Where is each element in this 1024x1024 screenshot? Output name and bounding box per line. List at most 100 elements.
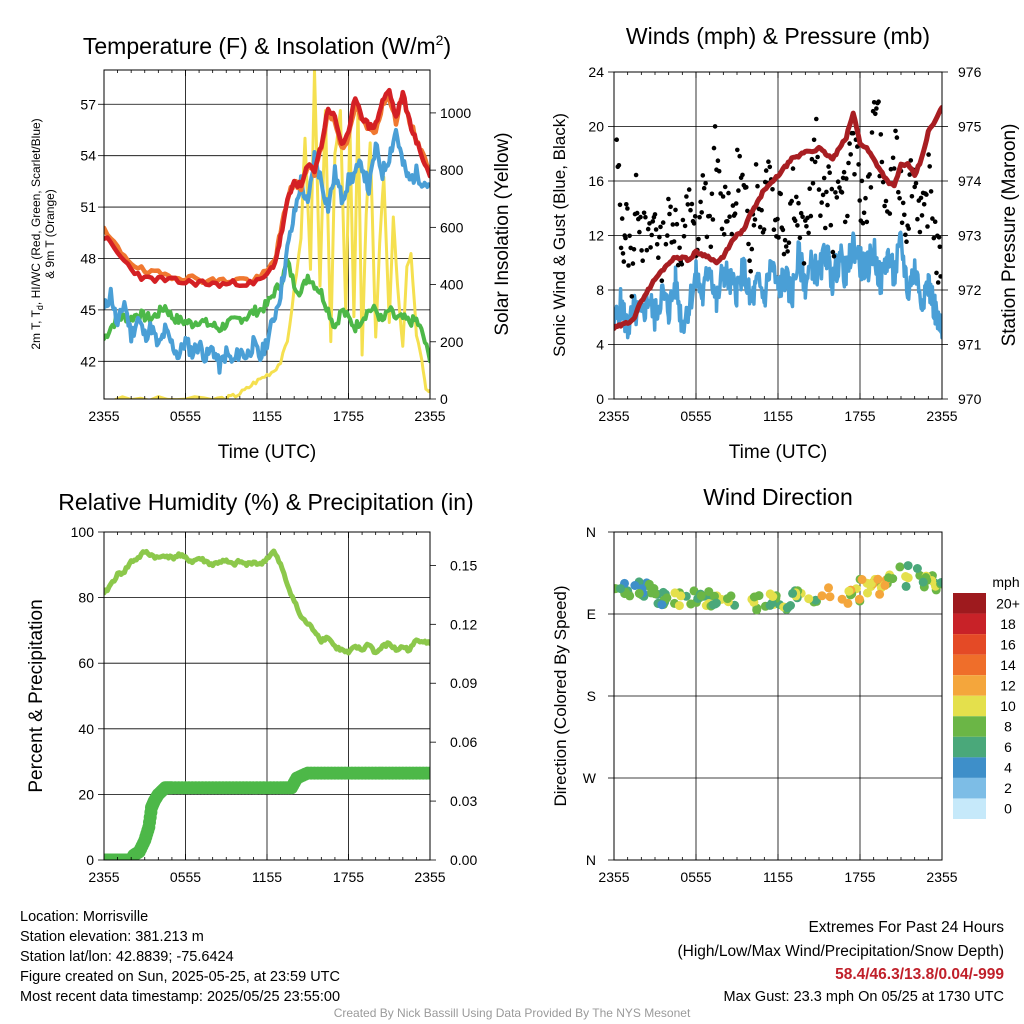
gust-point [778,191,783,197]
gust-point [783,244,789,249]
gust-point [896,189,901,195]
direction-ytick-label: S [587,688,596,704]
gust-point [755,183,760,189]
direction-point [788,588,798,598]
gust-point [649,232,654,238]
humidity-xtick-label: 0555 [170,869,201,885]
gust-point [630,261,636,266]
gust-point [700,173,706,178]
humidity-xtick-label: 2355 [88,869,119,885]
gust-point [795,223,800,228]
winds-ytick-label: 0 [596,391,604,407]
extremes-title: Extremes For Past 24 Hours [808,919,1004,936]
gust-point [626,263,631,268]
gust-point [848,152,853,157]
speed-legend-label: 16 [1000,636,1016,652]
gust-point [831,253,837,259]
direction-point [630,581,640,590]
gust-point [808,213,814,219]
humidity-ytick-label: 40 [78,721,94,737]
direction-point [884,573,893,583]
gust-point [675,262,681,268]
temperature-y2tick-label: 0 [440,391,448,407]
gust-point [643,214,648,220]
gust-point [931,235,937,241]
gust-point [708,244,714,250]
footer-elevation: Station elevation: 381.213 m [20,929,204,945]
gust-point [748,269,753,274]
footer-latlon: Station lat/lon: 42.8839; -75.6424 [20,949,234,965]
direction-point [752,605,762,615]
gust-point [703,181,708,186]
gust-point [679,262,685,267]
gust-point [830,249,836,255]
speed-legend-swatch [953,613,986,635]
gust-point [816,187,822,192]
gust-point [930,216,935,221]
gust-point [824,189,829,195]
gust-point [616,163,622,168]
gust-point [745,208,750,214]
gust-point [818,213,823,218]
gust-point [801,261,807,266]
gust-point [874,106,879,111]
winds-xtick-label: 2355 [926,408,957,424]
gust-point [721,232,727,237]
gust-point [915,216,920,222]
gust-point [828,222,834,228]
winds-xlabel: Time (UTC) [729,442,828,463]
speed-legend-label: 10 [1000,698,1016,714]
gust-point [876,99,881,104]
speed-legend-swatch [953,654,986,676]
gust-point [689,201,695,207]
gust-point [890,155,896,161]
gust-point [644,247,650,253]
gust-point [667,211,672,217]
temperature-xtick-label: 1755 [333,408,364,424]
temperature-ytick-label: 57 [80,96,96,112]
gust-point [726,190,731,196]
gust-point [794,194,799,200]
gust-point [634,210,640,216]
humidity-y2tick-label: 0.00 [450,852,477,868]
gust-point [897,196,902,201]
gust-point [868,185,874,190]
gust-point [710,217,716,222]
gust-point [917,229,923,235]
direction-ytick-label: N [586,852,596,868]
gust-point [631,247,637,252]
station-pressure-line [614,104,942,331]
gust-point [826,164,831,169]
gust-point [663,241,669,247]
speed-legend: mph 20+ 18 16 14 12 10 8 6 4 2 0 [953,574,1020,819]
gust-point [759,207,764,213]
humidity-y2tick-label: 0.06 [450,734,477,750]
temperature-ytick-label: 45 [80,302,96,318]
gust-point [733,201,739,206]
gust-point [864,219,870,225]
winds-ticks: 0 4 8 12 16 20 24 970 971 972 973 974 975 976 2355 0555… [588,64,981,424]
gust-point [617,202,623,208]
gust-point [907,172,912,177]
direction-point [817,591,827,601]
gust-point [681,234,687,239]
direction-point [918,577,928,587]
speed-legend-label: 14 [1000,657,1016,673]
gust-point [912,184,917,190]
gust-point [770,187,775,192]
direction-point [837,594,847,604]
sonic-wind-line [614,230,942,340]
gust-point [790,166,796,171]
winds-xtick-label: 0555 [680,408,711,424]
speed-legend-title: mph [992,574,1019,590]
gust-point [752,217,758,222]
direction-point [811,595,821,605]
gust-point [833,190,838,195]
gust-point [825,202,830,208]
gust-point [820,192,826,198]
gust-point [729,231,735,237]
temperature-panel: Temperature (F) & Insolation (W/m2) 42 45… [29,32,513,463]
gust-point [657,234,662,240]
direction-ytick-label: E [587,606,596,622]
